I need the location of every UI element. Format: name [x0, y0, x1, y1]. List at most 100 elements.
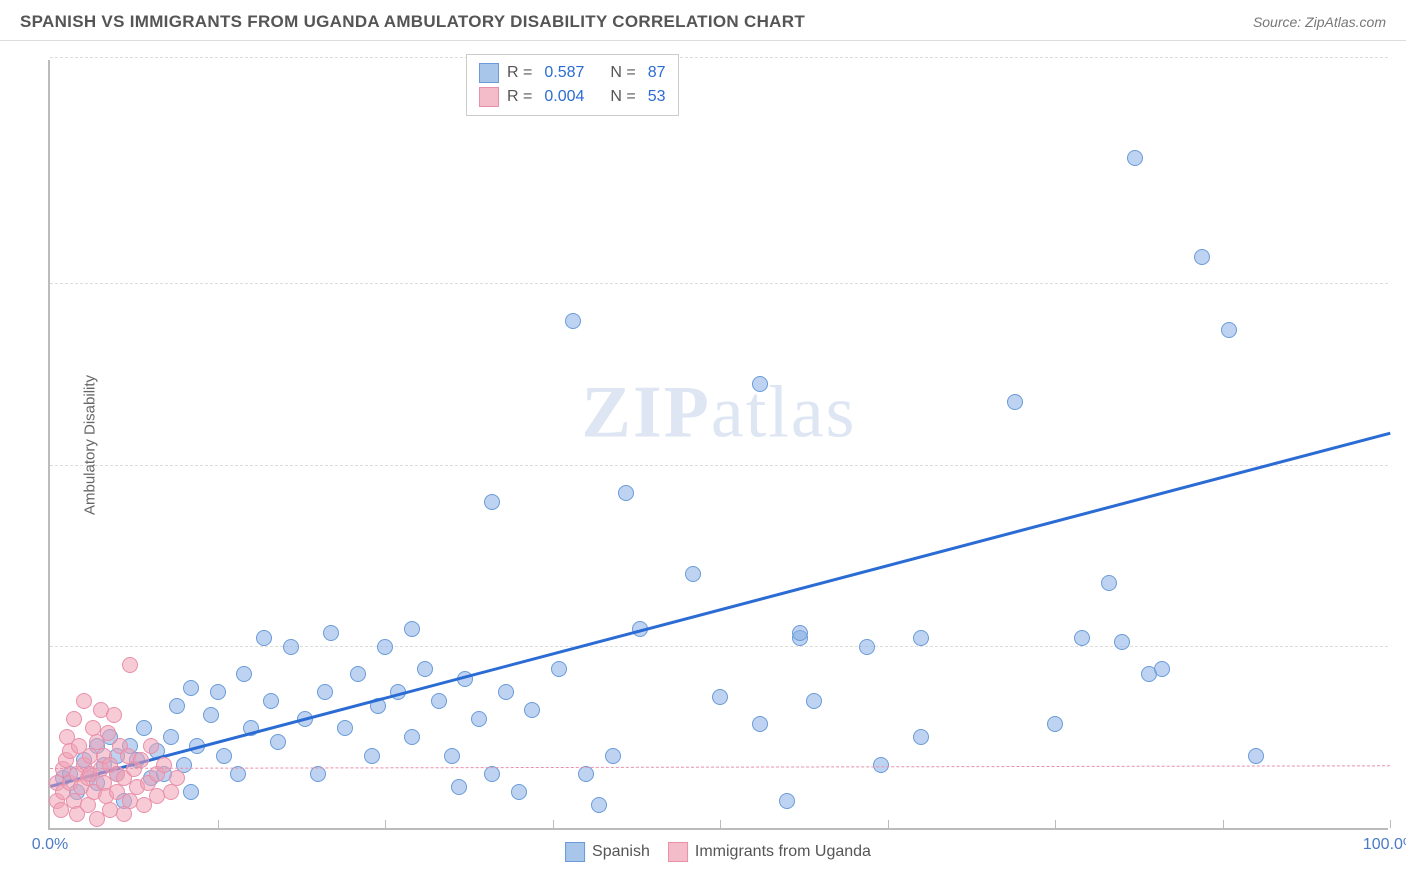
data-point [444, 748, 460, 764]
data-point [524, 702, 540, 718]
data-point [484, 494, 500, 510]
data-point [66, 711, 82, 727]
legend-item-label: Spanish [592, 843, 650, 861]
gridline-horizontal [50, 57, 1388, 58]
data-point [565, 313, 581, 329]
trend-line [50, 765, 1390, 769]
data-point [256, 630, 272, 646]
data-point [551, 661, 567, 677]
data-point [859, 639, 875, 655]
data-point [913, 729, 929, 745]
data-point [578, 766, 594, 782]
legend-item: Immigrants from Uganda [668, 842, 871, 862]
data-point [203, 707, 219, 723]
trend-line [50, 431, 1391, 787]
plot-area: ZIPatlas 20.0%40.0%60.0%80.0%0.0%100.0% [48, 60, 1388, 830]
x-tick-label: 0.0% [32, 836, 68, 854]
data-point [451, 779, 467, 795]
chart-title: SPANISH VS IMMIGRANTS FROM UGANDA AMBULA… [20, 12, 805, 32]
legend-r-value: 0.004 [544, 88, 584, 106]
data-point [1194, 249, 1210, 265]
gridline-vertical [720, 820, 721, 828]
data-point [323, 625, 339, 641]
data-point [1074, 630, 1090, 646]
data-point [143, 738, 159, 754]
data-point [873, 757, 889, 773]
legend-n-label: N = [610, 64, 635, 82]
data-point [498, 684, 514, 700]
data-point [591, 797, 607, 813]
data-point [350, 666, 366, 682]
data-point [1114, 634, 1130, 650]
gridline-vertical [1390, 820, 1391, 828]
watermark: ZIPatlas [582, 371, 857, 456]
data-point [364, 748, 380, 764]
data-point [1007, 394, 1023, 410]
data-point [1221, 322, 1237, 338]
data-point [792, 625, 808, 641]
legend-n-value: 53 [648, 88, 666, 106]
data-point [511, 784, 527, 800]
y-axis-label: Ambulatory Disability [82, 375, 99, 515]
correlation-legend: R =0.587N =87R =0.004N =53 [466, 54, 679, 116]
data-point [76, 693, 92, 709]
data-point [404, 729, 420, 745]
data-point [100, 725, 116, 741]
data-point [712, 689, 728, 705]
legend-swatch [565, 842, 585, 862]
data-point [183, 680, 199, 696]
gridline-horizontal [50, 283, 1388, 284]
data-point [471, 711, 487, 727]
data-point [1127, 150, 1143, 166]
data-point [404, 621, 420, 637]
data-point [377, 639, 393, 655]
gridline-vertical [553, 820, 554, 828]
gridline-vertical [888, 820, 889, 828]
data-point [913, 630, 929, 646]
data-point [133, 752, 149, 768]
legend-r-label: R = [507, 64, 532, 82]
gridline-vertical [385, 820, 386, 828]
data-point [605, 748, 621, 764]
data-point [169, 698, 185, 714]
data-point [1101, 575, 1117, 591]
gridline-horizontal [50, 646, 1388, 647]
data-point [618, 485, 634, 501]
chart-container: ZIPatlas 20.0%40.0%60.0%80.0%0.0%100.0% … [48, 60, 1388, 830]
data-point [1248, 748, 1264, 764]
legend-item-label: Immigrants from Uganda [695, 843, 871, 861]
data-point [216, 748, 232, 764]
data-point [169, 770, 185, 786]
legend-n-label: N = [610, 88, 635, 106]
data-point [163, 729, 179, 745]
data-point [779, 793, 795, 809]
data-point [183, 784, 199, 800]
legend-item: Spanish [565, 842, 650, 862]
gridline-horizontal [50, 465, 1388, 466]
data-point [752, 376, 768, 392]
data-point [283, 639, 299, 655]
data-point [417, 661, 433, 677]
gridline-vertical [1055, 820, 1056, 828]
data-point [136, 720, 152, 736]
gridline-vertical [218, 820, 219, 828]
gridline-vertical [1223, 820, 1224, 828]
series-legend: Spanish Immigrants from Uganda [565, 842, 871, 862]
legend-swatch [479, 63, 499, 83]
legend-r-value: 0.587 [544, 64, 584, 82]
data-point [806, 693, 822, 709]
data-point [263, 693, 279, 709]
data-point [317, 684, 333, 700]
x-tick-label: 100.0% [1363, 836, 1406, 854]
data-point [752, 716, 768, 732]
chart-header: SPANISH VS IMMIGRANTS FROM UGANDA AMBULA… [0, 0, 1406, 41]
data-point [1154, 661, 1170, 677]
data-point [1047, 716, 1063, 732]
data-point [270, 734, 286, 750]
data-point [106, 707, 122, 723]
legend-r-label: R = [507, 88, 532, 106]
data-point [685, 566, 701, 582]
legend-swatch [479, 87, 499, 107]
data-point [210, 684, 226, 700]
data-point [431, 693, 447, 709]
